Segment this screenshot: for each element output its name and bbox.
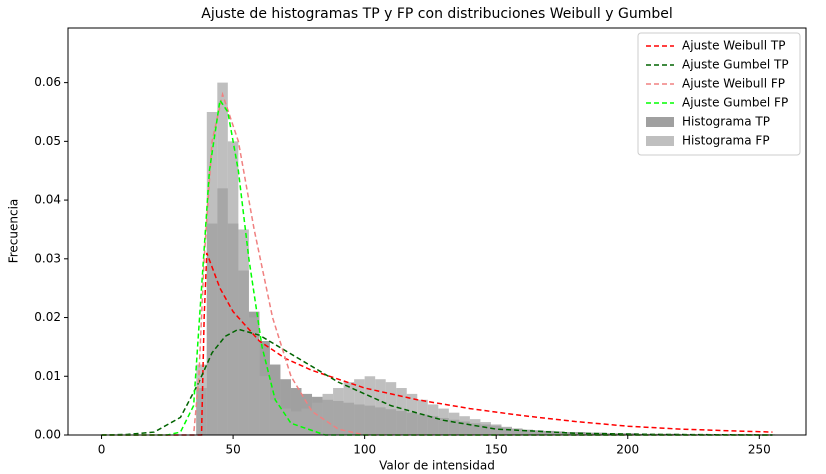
x-tick-label: 50 — [225, 443, 240, 457]
hist-bar — [290, 411, 302, 435]
hist-bar — [427, 404, 439, 435]
y-tick-label: 0.01 — [34, 369, 61, 383]
hist-bar — [511, 428, 523, 435]
hist-bar — [522, 430, 534, 435]
hist-bar — [259, 376, 270, 435]
plot-frame — [67, 27, 807, 436]
hist-bar — [448, 412, 460, 435]
fit-line — [101, 328, 773, 436]
legend-swatch — [646, 117, 674, 127]
hist-bar — [238, 229, 249, 435]
legend: Ajuste Weibull TP Ajuste Gumbel TP Ajuste … — [637, 32, 801, 156]
hist-bar — [417, 399, 428, 435]
hist-bar — [227, 141, 239, 435]
y-tick-label: 0.05 — [34, 134, 61, 148]
y-tick-label: 0.02 — [34, 310, 61, 324]
hist-bar — [375, 379, 386, 435]
x-tick-label: 200 — [616, 443, 639, 457]
hist-bar — [301, 408, 313, 435]
x-tick-label: 100 — [353, 443, 376, 457]
y-tick-label: 0.03 — [34, 251, 61, 265]
legend-box — [637, 32, 801, 156]
legend-swatch — [646, 136, 674, 146]
chart-title: Ajuste de histogramas TP y FP con distri… — [201, 6, 673, 22]
fit-line — [101, 98, 773, 436]
hist-bar — [554, 433, 565, 435]
x-tick-label: 250 — [748, 443, 771, 457]
legend-label: Ajuste Weibull FP — [682, 77, 785, 91]
hist-bar — [627, 433, 639, 435]
y-tick-label: 0.06 — [34, 75, 61, 89]
hist-bar — [385, 382, 397, 435]
legend-label: Ajuste Gumbel FP — [682, 96, 788, 110]
hist-bar — [564, 432, 576, 435]
hist-bar — [490, 424, 502, 435]
hist-bar — [354, 379, 365, 435]
hist-bar — [364, 376, 376, 435]
hist-bar — [206, 111, 218, 435]
y-axis-label: Frecuencia — [7, 199, 21, 264]
hist-bar — [459, 416, 470, 435]
hist-bar — [280, 408, 291, 435]
hist-bar — [312, 402, 323, 435]
legend-label: Histograma FP — [682, 134, 770, 148]
hist-bar — [533, 431, 544, 435]
hist-bar — [480, 422, 491, 435]
x-axis-label: Valor de intensidad — [379, 459, 495, 473]
hist-bar — [438, 408, 449, 435]
hist-bar — [333, 388, 344, 435]
hist-bar — [248, 317, 260, 435]
hist-bar — [217, 82, 228, 435]
hist-bar — [322, 393, 334, 435]
x-tick-label: 0 — [98, 443, 106, 457]
hist-bar — [501, 426, 512, 435]
legend-label: Ajuste Weibull TP — [682, 39, 785, 53]
x-tick-label: 150 — [485, 443, 508, 457]
fit-line — [101, 252, 773, 436]
hist-bar — [406, 393, 418, 435]
hist-bar — [269, 399, 281, 435]
hist-bar — [396, 388, 407, 435]
hist-bar — [196, 364, 207, 435]
hist-bar — [280, 379, 291, 435]
y-tick-label: 0.04 — [34, 193, 61, 207]
fit-line — [101, 91, 773, 436]
y-tick-label: 0.00 — [34, 428, 61, 442]
hist-bar — [564, 433, 576, 435]
legend-label: Histograma TP — [682, 115, 770, 129]
hist-bar — [343, 382, 355, 435]
hist-bar — [543, 432, 555, 435]
legend-label: Ajuste Gumbel TP — [682, 58, 789, 72]
hist-bar — [596, 432, 607, 435]
hist-bar — [469, 419, 481, 435]
